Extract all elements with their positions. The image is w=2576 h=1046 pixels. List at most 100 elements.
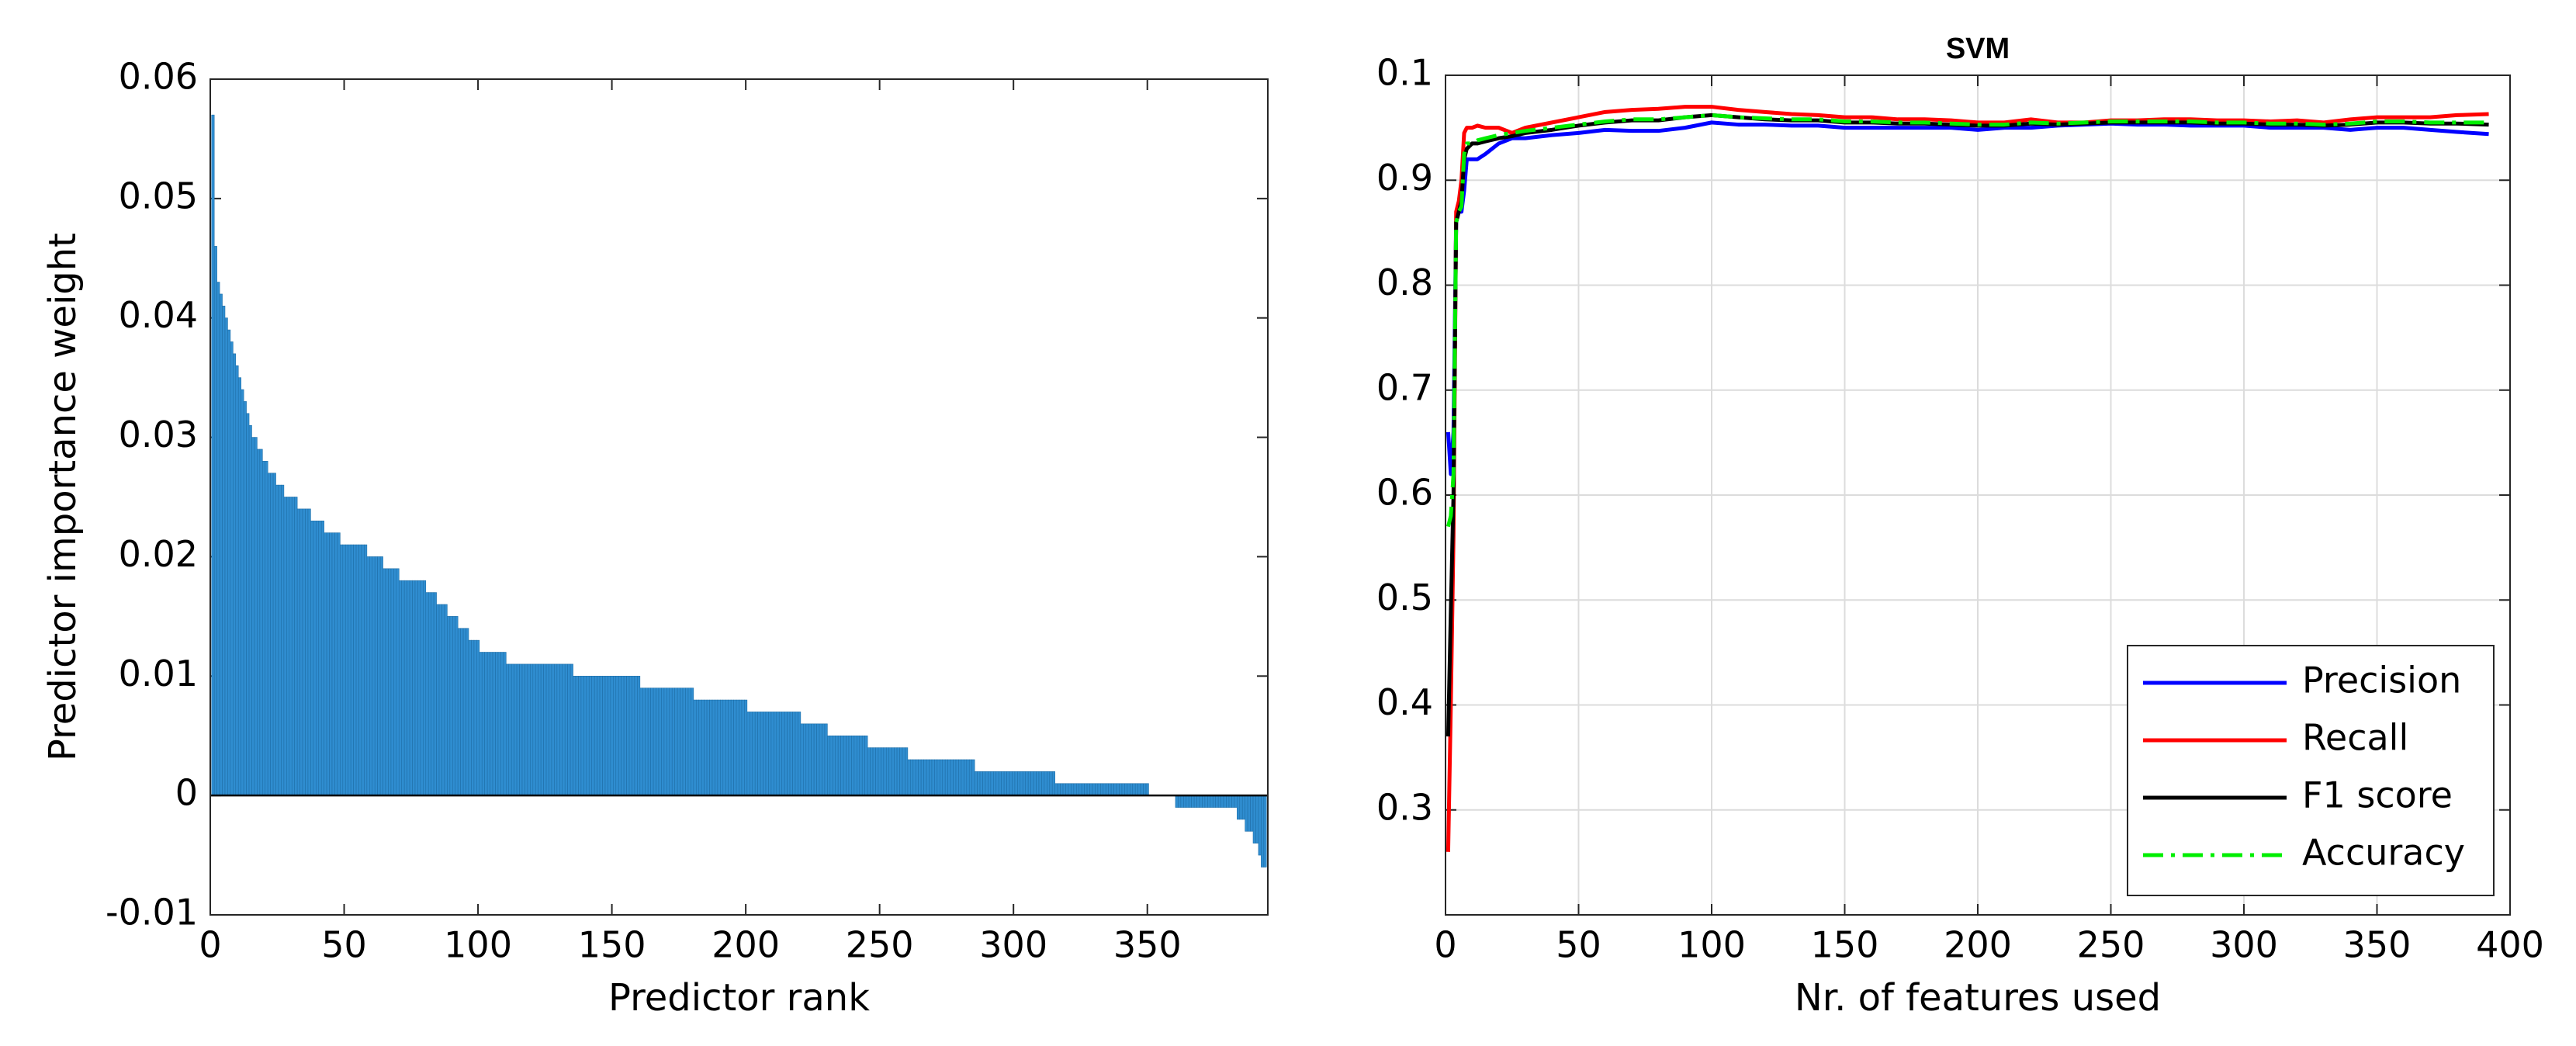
bar [313,520,317,796]
bar [476,639,480,796]
bar [650,688,654,796]
x-tick-label: 350 [2343,924,2412,966]
bar [698,699,702,796]
bar [974,771,978,796]
bar [390,568,394,796]
bar [798,712,802,796]
bar [1100,783,1104,796]
bar [345,544,349,796]
bar [674,688,678,796]
bar [1103,783,1106,796]
bar [436,604,440,796]
bar [1105,783,1109,796]
bar [1068,783,1072,796]
y-tick-label: 0.7 [1376,366,1433,408]
bar [768,712,772,796]
bar [1092,783,1096,796]
bar [824,723,828,796]
bar [305,508,309,796]
bar [915,759,919,796]
bar [1119,783,1123,796]
bar [680,688,684,796]
bar [1079,783,1082,796]
bar [939,759,943,796]
bar [521,663,525,796]
bar [739,699,743,796]
bar [578,675,582,796]
bar [289,497,293,796]
bar [832,735,836,796]
bar [1215,795,1219,808]
bar [358,544,362,796]
bar [1258,795,1262,856]
bar [348,544,351,796]
y-tick-label: 0.4 [1376,681,1433,723]
bar [878,747,881,796]
x-tick-label: 250 [2077,924,2145,966]
x-tick-label: 150 [578,924,646,966]
bar [1129,783,1134,796]
bar [466,628,469,796]
bar [687,688,691,796]
bar [374,556,378,796]
y-axis-label: Predictor importance weight [41,233,85,761]
bar [875,747,879,796]
bar [765,712,769,796]
bar [353,544,357,796]
bar [760,712,763,796]
bar [669,688,673,796]
bar [934,759,938,796]
axes-box [1445,74,2511,916]
x-tick-label: 0 [1434,924,1456,966]
bar [645,688,649,796]
bar [1255,795,1259,843]
bar [1049,771,1053,796]
bar [653,688,656,796]
bar [701,699,705,796]
bar [1108,783,1112,796]
bar [403,580,407,796]
y-tick-label: 0.9 [1376,157,1433,199]
bar [334,532,338,796]
bar [219,293,223,796]
bar [912,759,916,796]
bar [535,663,539,796]
bar [272,473,276,796]
bar [1245,795,1248,832]
bar [490,652,493,796]
bar [473,639,477,796]
bar [1220,795,1224,808]
bar [774,712,777,796]
y-tick-label: 0.02 [119,533,198,575]
bar [857,735,860,796]
bar [715,699,718,796]
bar [907,759,911,796]
bar [452,616,456,796]
bar [1009,771,1013,796]
bar [1041,771,1045,796]
bar [778,712,783,796]
bar [1252,795,1256,843]
bar [819,723,822,796]
bar [1202,795,1206,808]
bar [827,735,831,796]
x-tick-label: 200 [712,924,780,966]
bar [750,712,753,796]
bar [433,592,437,796]
bar [704,699,708,796]
bar [977,771,981,796]
bar [1186,795,1189,808]
bar [905,747,909,796]
legend-label: Precision [2302,660,2461,701]
bar [1025,771,1029,796]
bar [1237,795,1241,820]
x-tick-label: 50 [321,924,367,966]
x-tick-label: 100 [1678,924,1746,966]
bar [310,520,314,796]
bar [982,771,986,796]
bar [741,699,745,796]
bar [599,675,603,796]
bar [1180,795,1184,808]
bar [586,675,590,796]
